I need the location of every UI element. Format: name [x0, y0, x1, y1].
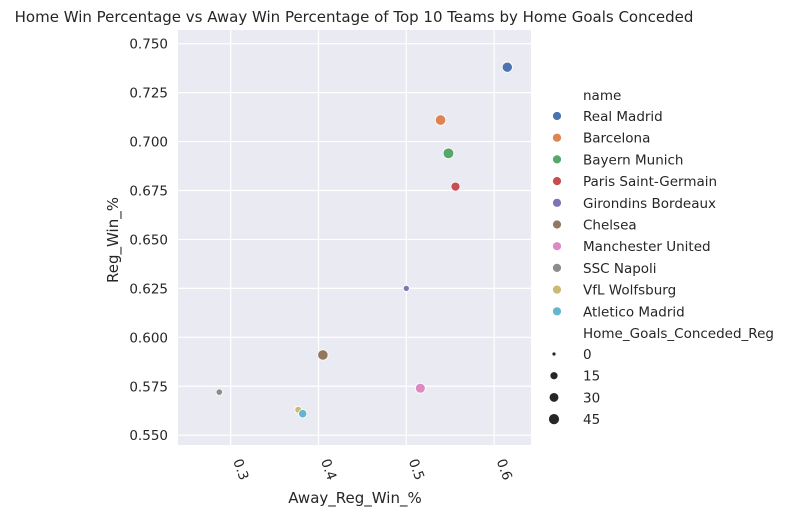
- data-point-atletico-madrid: [298, 409, 308, 419]
- data-point-real-madrid: [501, 61, 513, 73]
- y-tick-label: 0.625: [129, 281, 168, 297]
- y-tick-label: 0.725: [129, 86, 168, 102]
- grid-lines: [178, 30, 531, 445]
- legend-label: Paris Saint-Germain: [583, 174, 717, 190]
- legend-label: SSC Napoli: [583, 261, 657, 277]
- x-axis-ticks: 0.3 0.4 0.5 0.6: [229, 457, 515, 483]
- legend-marker: [552, 241, 562, 252]
- data-points: [215, 61, 513, 419]
- data-point-girondins-bordeaux: [402, 284, 410, 292]
- y-axis-ticks: 0.550 0.575 0.600 0.625 0.650 0.675 0.700 0.725…: [129, 37, 168, 445]
- legend-label: Real Madrid: [583, 109, 663, 125]
- y-tick-label: 0.550: [129, 428, 168, 444]
- data-point-bayern-munich: [442, 147, 455, 160]
- legend-marker: [552, 132, 562, 143]
- legend-size-marker: [549, 371, 559, 381]
- legend-size-label: 30: [583, 390, 600, 406]
- y-tick-label: 0.575: [129, 379, 168, 395]
- x-axis-label: Away_Reg_Win_%: [288, 489, 421, 508]
- legend-marker: [552, 306, 562, 317]
- x-tick-label: 0.3: [229, 457, 251, 483]
- data-point-barcelona: [434, 114, 447, 126]
- legend-marker: [552, 284, 562, 295]
- y-tick-label: 0.700: [129, 135, 168, 151]
- legend-marker: [552, 176, 562, 187]
- legend-hue-items: Real Madrid Barcelona Bayern Munich Paris S…: [552, 109, 717, 320]
- legend-size-label: 15: [583, 369, 600, 385]
- legend-label: Atletico Madrid: [583, 304, 685, 320]
- legend-label: Manchester United: [583, 239, 711, 255]
- data-point-chelsea: [317, 349, 329, 361]
- legend-size-marker: [551, 351, 557, 357]
- data-point-paris-saint-germain: [450, 181, 461, 192]
- data-point-manchester-united: [415, 382, 426, 394]
- legend-label: Bayern Munich: [583, 152, 683, 168]
- y-tick-label: 0.650: [129, 232, 168, 248]
- x-tick-label: 0.6: [493, 457, 515, 483]
- y-tick-label: 0.600: [129, 330, 168, 346]
- legend-marker: [552, 111, 562, 121]
- data-point-ssc-napoli: [215, 388, 223, 396]
- legend-marker: [552, 154, 562, 165]
- y-tick-label: 0.675: [129, 184, 168, 200]
- y-axis-label: Reg_Win_%: [104, 197, 123, 283]
- y-tick-label: 0.750: [129, 37, 168, 53]
- legend-size-marker: [548, 413, 560, 426]
- legend-size-items: 0 15 30 45: [548, 347, 600, 428]
- plot-area: [178, 30, 531, 445]
- legend-marker: [552, 219, 562, 230]
- legend-size-label: 0: [583, 347, 592, 363]
- legend-label: VfL Wolfsburg: [583, 283, 676, 299]
- legend-size-marker: [548, 392, 560, 403]
- x-tick-label: 0.5: [405, 457, 427, 483]
- legend-hue-title: name: [583, 88, 621, 104]
- legend-size-title: Home_Goals_Conceded_Reg: [583, 326, 774, 342]
- legend-size-label: 45: [583, 412, 600, 428]
- legend-marker: [552, 197, 562, 208]
- legend-label: Barcelona: [583, 131, 650, 147]
- legend-marker: [552, 262, 562, 273]
- legend-label: Girondins Bordeaux: [583, 196, 716, 212]
- legend-label: Chelsea: [583, 218, 637, 234]
- legend: name Real Madrid Barcelona Bayern Munich Pa…: [548, 88, 774, 428]
- chart-title: Home Win Percentage vs Away Win Percenta…: [15, 8, 694, 26]
- x-tick-label: 0.4: [317, 457, 339, 483]
